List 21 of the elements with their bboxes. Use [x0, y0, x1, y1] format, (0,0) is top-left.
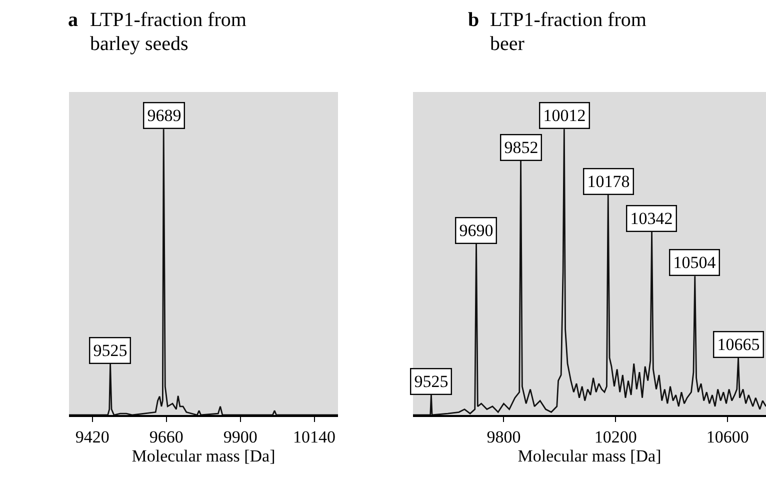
annotation: 9525: [414, 372, 448, 392]
x-tick-label: 9900: [223, 427, 258, 446]
annotation: 10342: [630, 209, 673, 228]
annotation: 9689: [147, 106, 182, 126]
chart-title: a LTP1-fraction from barley seeds: [68, 8, 246, 56]
x-axis-title: Molecular mass [Da]: [132, 446, 276, 466]
annotation: 10012: [543, 106, 586, 126]
x-axis-title: Molecular mass [Da]: [518, 446, 662, 466]
annotation: 9690: [459, 221, 494, 240]
x-tick-label: 9800: [486, 427, 521, 446]
annotation: 10665: [717, 335, 760, 354]
x-tick-label: 10200: [594, 427, 637, 446]
annotation: 9852: [504, 138, 538, 158]
annotation: 9525: [93, 341, 128, 360]
annotation: 10178: [587, 172, 630, 192]
chart-title: b LTP1-fraction from beer: [468, 8, 646, 56]
x-tick-label: 10140: [293, 427, 336, 446]
annotation: 10504: [673, 253, 716, 272]
x-tick-label: 10600: [706, 427, 749, 446]
x-tick-label: 9420: [75, 427, 110, 446]
x-tick-label: 9660: [149, 427, 184, 446]
